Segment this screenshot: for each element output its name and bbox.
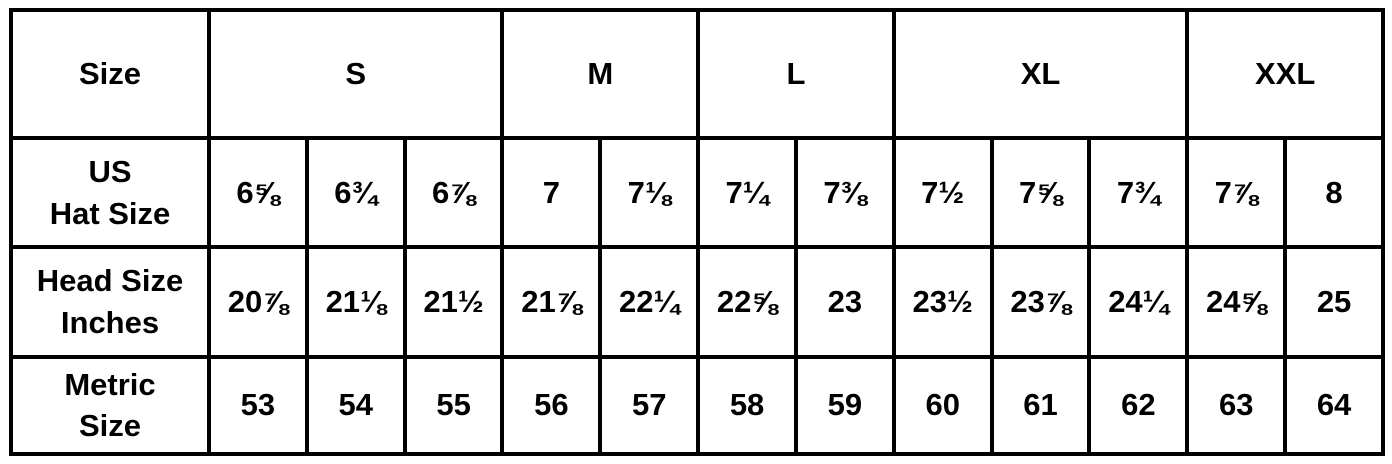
table-cell: 7⅝ [989,135,1092,250]
size-group-l: L [696,8,896,140]
size-group-m: M [500,8,701,140]
row-label-line: Head Size [36,263,184,299]
table-cell: 7½ [891,135,994,250]
table-cell: 6⅝ [207,135,309,250]
table-cell: 7¼ [696,135,798,250]
row-label-line: Metric [64,366,156,402]
table-cell: 21⅛ [304,245,407,359]
table-cell: 62 [1087,354,1190,457]
row-label-line: US [88,153,132,189]
table-cell: 7⅞ [1185,135,1288,250]
table-cell: 23⅞ [989,245,1092,359]
table-cell: 55 [402,354,505,457]
row-label-line: Inches [60,305,160,341]
size-group-xxl: XXL [1185,8,1385,140]
table-cell: 7 [500,135,603,250]
table-cell: 7¾ [1087,135,1190,250]
table-cell: 58 [696,354,798,457]
hat-size-chart: Size S M L XL XXL US Hat Size 6⅝ 6¾ 6⅞ 7 7⅛ 7¼ 7⅜ 7½ 7… [9,8,1385,457]
table-cell: 59 [793,354,896,457]
table-cell: 23½ [891,245,994,359]
table-cell: 23 [793,245,896,359]
table-row: US Hat Size 6⅝ 6¾ 6⅞ 7 7⅛ 7¼ 7⅜ 7½ 7⅝ 7¾ 7⅞ 8 [9,135,1385,250]
table-cell: 20⅞ [207,245,309,359]
table-cell: 25 [1283,245,1385,359]
row-label-line: Size [78,408,142,444]
table-row: Metric Size 53 54 55 56 57 58 59 60 61 62 63 64 [9,354,1385,457]
row-label: Metric Size [9,354,211,457]
table-cell: 61 [989,354,1092,457]
table-cell: 22⅝ [696,245,798,359]
table-cell: 21⅞ [500,245,603,359]
table-cell: 22¼ [598,245,701,359]
row-label-line: Hat Size [49,195,171,231]
row-label: Head Size Inches [9,245,211,359]
size-group-xl: XL [891,8,1190,140]
table-row: Head Size Inches 20⅞ 21⅛ 21½ 21⅞ 22¼ 22⅝ 23 23½ 23… [9,245,1385,359]
table-cell: 54 [304,354,407,457]
row-label: US Hat Size [9,135,211,250]
table-cell: 60 [891,354,994,457]
table-cell: 7⅜ [793,135,896,250]
table-cell: 7⅛ [598,135,701,250]
table-cell: 6¾ [304,135,407,250]
size-header-row: Size S M L XL XXL [9,8,1385,140]
table-cell: 57 [598,354,701,457]
table-cell: 21½ [402,245,505,359]
table-cell: 8 [1283,135,1385,250]
table-cell: 56 [500,354,603,457]
table-cell: 24¼ [1087,245,1190,359]
table-cell: 63 [1185,354,1288,457]
table-cell: 64 [1283,354,1385,457]
size-group-s: S [206,8,505,140]
size-header-label: Size [9,8,211,140]
table-cell: 6⅞ [402,135,505,250]
table-cell: 24⅝ [1185,245,1288,359]
table-cell: 53 [207,354,309,457]
